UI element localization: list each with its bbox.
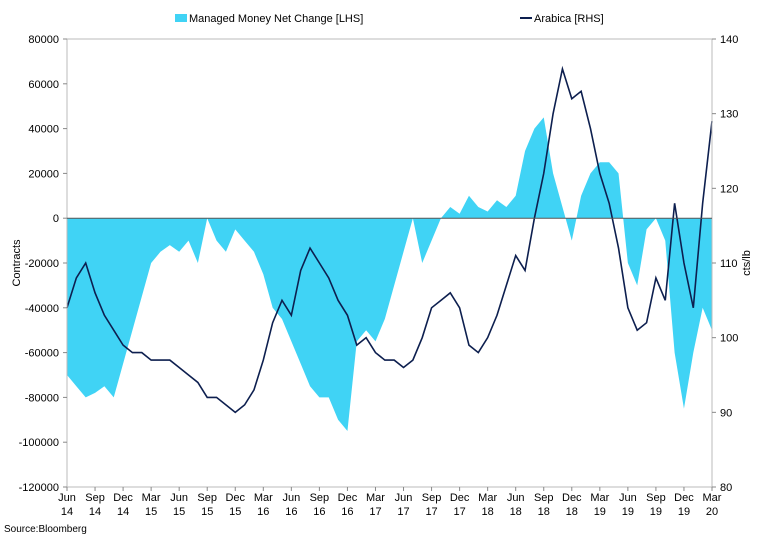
x-tick-label: Dec 14: [113, 492, 133, 518]
source-note: Source:Bloomberg: [4, 524, 87, 535]
legend-label: Managed Money Net Change [LHS]: [189, 13, 363, 25]
x-tick-label: Mar 15: [142, 492, 161, 518]
x-tick-label: Sep 14: [85, 492, 105, 518]
x-tick-label: Mar 18: [478, 492, 497, 518]
y-tick-label: -20000: [25, 258, 59, 270]
x-tick-label: Jun 17: [395, 492, 413, 518]
y-tick-label: -60000: [25, 348, 59, 360]
x-tick-label: Jun 15: [170, 492, 188, 518]
line: [66, 65, 713, 414]
x-tick-label: Dec 18: [562, 492, 582, 518]
y-tick-label: 60000: [28, 79, 59, 91]
y-tick-label: -40000: [25, 303, 59, 315]
x-tick-label: Jun 16: [282, 492, 300, 518]
y-tick-label: -80000: [25, 392, 59, 404]
x-tick-label: Dec 19: [674, 492, 694, 518]
x-tick-label: Jun 18: [507, 492, 525, 518]
y2-tick-label: 110: [720, 258, 738, 270]
x-tick-label: Mar 16: [254, 492, 273, 518]
x-tick-label: Sep 18: [534, 492, 554, 518]
y2-tick-label: 140: [720, 34, 738, 46]
y2-tick-label: 120: [720, 183, 738, 195]
x-tick-label: Sep 16: [310, 492, 330, 518]
x-tick-label: Sep 15: [197, 492, 217, 518]
y2-axis-title: cts/lb: [741, 250, 753, 276]
y2-tick-label: 130: [720, 109, 738, 121]
y2-tick-label: 100: [720, 333, 738, 345]
y-tick-label: 0: [53, 213, 59, 225]
area: [67, 117, 712, 432]
y2-tick-label: 80: [720, 482, 732, 494]
x-tick-label: Dec 15: [225, 492, 245, 518]
y-tick-label: -120000: [19, 482, 59, 494]
x-tick-label: Jun 14: [58, 492, 76, 518]
x-tick-label: Sep 19: [646, 492, 666, 518]
y-tick-label: 40000: [28, 124, 59, 136]
x-tick-label: Dec 16: [338, 492, 358, 518]
x-tick-label: Jun 19: [619, 492, 637, 518]
x-tick-label: Sep 17: [422, 492, 442, 518]
y-tick-label: -100000: [19, 437, 59, 449]
y2-tick-label: 90: [720, 407, 732, 419]
y-axis-title: Contracts: [11, 239, 23, 287]
legend-label: Arabica [RHS]: [534, 13, 604, 25]
x-tick-label: Mar 20: [703, 492, 722, 518]
x-tick-label: Mar 19: [590, 492, 609, 518]
y-tick-label: 80000: [28, 34, 59, 46]
y-tick-label: 20000: [28, 168, 59, 180]
x-tick-label: Mar 17: [366, 492, 385, 518]
legend-swatch: [175, 14, 187, 22]
x-tick-label: Dec 17: [450, 492, 470, 518]
